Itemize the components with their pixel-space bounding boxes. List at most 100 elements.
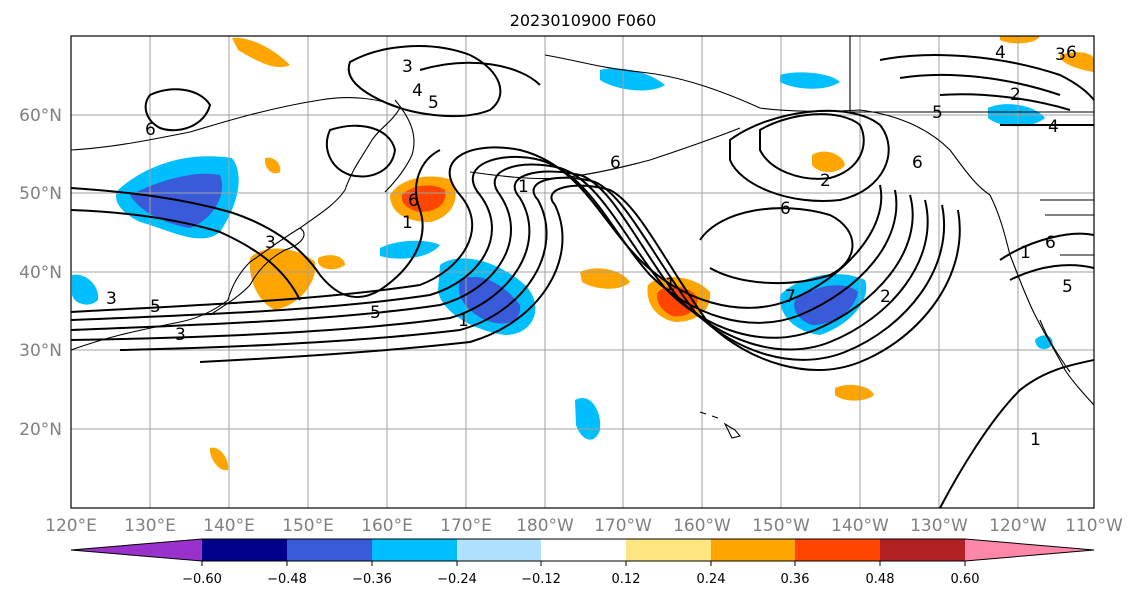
contour-label: 4 bbox=[412, 81, 423, 101]
contour-line bbox=[325, 124, 397, 178]
lon-tick-labels: 120°E 130°E 140°E 150°E 160°E 170°E 180°… bbox=[45, 516, 1123, 536]
contour-label: 5 bbox=[428, 93, 439, 113]
colorbar-tick-label: −0.60 bbox=[182, 572, 222, 587]
contour-label: 2 bbox=[1010, 85, 1021, 105]
lon-tick-label: 120°W bbox=[989, 516, 1047, 536]
colorbar-tick-label: 0.24 bbox=[697, 572, 726, 587]
colorbar-segment bbox=[457, 539, 541, 561]
colorbar-tick-label: 0.12 bbox=[612, 572, 641, 587]
north-america-coastline bbox=[989, 194, 1094, 406]
lon-tick-label: 160°E bbox=[361, 516, 413, 536]
contour-label: 3 bbox=[175, 325, 186, 345]
contour-label: 3 bbox=[402, 57, 413, 77]
pos-anomaly-blob bbox=[318, 255, 345, 270]
colorbar-segment bbox=[711, 539, 795, 561]
colorbar-segment bbox=[880, 539, 965, 561]
asia-coastline bbox=[71, 97, 401, 351]
colorbar-tick-label: 0.36 bbox=[781, 572, 810, 587]
colorbar-ticks bbox=[201, 561, 966, 566]
contour-line bbox=[899, 73, 1061, 96]
contour-line bbox=[199, 184, 961, 371]
pos-anomaly-blob bbox=[401, 185, 446, 212]
colorbar-segment bbox=[795, 539, 880, 561]
colorbar-tick-label: 0.60 bbox=[951, 572, 980, 587]
contour-line bbox=[71, 163, 914, 339]
contour-line bbox=[999, 232, 1094, 261]
contour-label: 6 bbox=[1045, 233, 1056, 253]
contour-label: 2 bbox=[880, 287, 891, 307]
colorbar-tick-label: −0.36 bbox=[352, 572, 392, 587]
neg-anomaly-blob bbox=[780, 72, 840, 89]
contour-label: 6 bbox=[145, 120, 156, 140]
pos-anomaly-blob bbox=[210, 447, 229, 471]
contour-label: 5 bbox=[932, 103, 943, 123]
contour-labels: 3 4 5 6 6 4 3 2 4 5 6 1 6 6 1 5 1 3 3 3 … bbox=[106, 43, 1077, 450]
neg-anomaly-blob bbox=[72, 274, 99, 305]
colorbar-segment bbox=[202, 539, 287, 561]
pos-anomaly-blob bbox=[1000, 36, 1040, 44]
contour-line bbox=[419, 61, 541, 86]
colorbar-segment bbox=[287, 539, 372, 561]
colorbar-segment bbox=[372, 539, 457, 561]
contour-line bbox=[879, 54, 1094, 101]
pos-anomaly-blob bbox=[265, 157, 281, 174]
contour-line bbox=[939, 93, 1071, 111]
lat-tick-label: 20°N bbox=[19, 420, 62, 440]
contour-label: 6 bbox=[408, 191, 419, 211]
colorbar-tick-label: −0.12 bbox=[521, 572, 561, 587]
colorbar-extend-left bbox=[71, 539, 202, 561]
pos-anomaly-blob bbox=[1060, 52, 1094, 72]
hawaii-islands bbox=[699, 411, 741, 439]
aleutian-chain bbox=[469, 127, 741, 180]
contour-label: 5 bbox=[370, 303, 381, 323]
lon-tick-label: 140°W bbox=[831, 516, 889, 536]
alaska-coastline bbox=[544, 54, 991, 196]
lon-tick-label: 150°W bbox=[752, 516, 810, 536]
lat-tick-label: 40°N bbox=[19, 263, 62, 283]
contour-line bbox=[119, 176, 945, 361]
contour-line bbox=[939, 359, 1094, 508]
contour-line bbox=[71, 146, 883, 313]
lon-tick-label: 160°W bbox=[673, 516, 731, 536]
lon-tick-label: 130°E bbox=[124, 516, 176, 536]
contour-line bbox=[759, 113, 865, 180]
contour-line bbox=[71, 170, 929, 351]
contour-label: 3 bbox=[265, 233, 276, 253]
contour-line bbox=[71, 209, 301, 301]
pos-anomaly-blob bbox=[835, 384, 874, 401]
map-title: 2023010900 F060 bbox=[510, 11, 657, 30]
neg-anomaly-blob bbox=[794, 285, 858, 325]
japan-coastline bbox=[209, 227, 305, 316]
contour-label: 2 bbox=[820, 171, 831, 191]
colorbar-tick-labels: −0.60 −0.48 −0.36 −0.24 −0.12 0.12 0.24 … bbox=[182, 572, 979, 587]
contour-label: 1 bbox=[1030, 430, 1041, 450]
lon-tick-label: 170°E bbox=[440, 516, 492, 536]
contour-label: 1 bbox=[518, 177, 529, 197]
lon-tick-label: 120°E bbox=[45, 516, 97, 536]
pos-anomaly-blob bbox=[232, 37, 290, 68]
contour-label: 3 bbox=[106, 289, 117, 309]
contour-line bbox=[729, 109, 890, 202]
contour-label: 6 bbox=[1066, 43, 1077, 63]
lat-tick-label: 60°N bbox=[19, 106, 62, 126]
lon-tick-label: 150°E bbox=[282, 516, 334, 536]
lat-tick-label: 50°N bbox=[19, 184, 62, 204]
contour-line bbox=[71, 156, 898, 324]
kamchatka-coastline bbox=[384, 99, 415, 193]
contour-label: 1 bbox=[458, 311, 469, 331]
contour-line bbox=[699, 207, 854, 285]
contour-label: 4 bbox=[995, 43, 1006, 63]
colorbar-segment bbox=[626, 539, 711, 561]
neg-anomaly-blob bbox=[380, 240, 440, 259]
colorbar-tick-label: −0.24 bbox=[437, 572, 477, 587]
contour-label: 6 bbox=[610, 153, 621, 173]
colorbar bbox=[70, 538, 1095, 562]
lon-tick-label: 110°W bbox=[1065, 516, 1123, 536]
neg-anomaly-blob bbox=[600, 68, 665, 91]
contour-lines bbox=[71, 45, 1094, 508]
contour-label: 4 bbox=[1048, 117, 1059, 137]
contour-label: 5 bbox=[150, 297, 161, 317]
lat-tick-labels: 20°N 30°N 40°N 50°N 60°N bbox=[19, 106, 62, 440]
us-border bbox=[1040, 199, 1094, 256]
